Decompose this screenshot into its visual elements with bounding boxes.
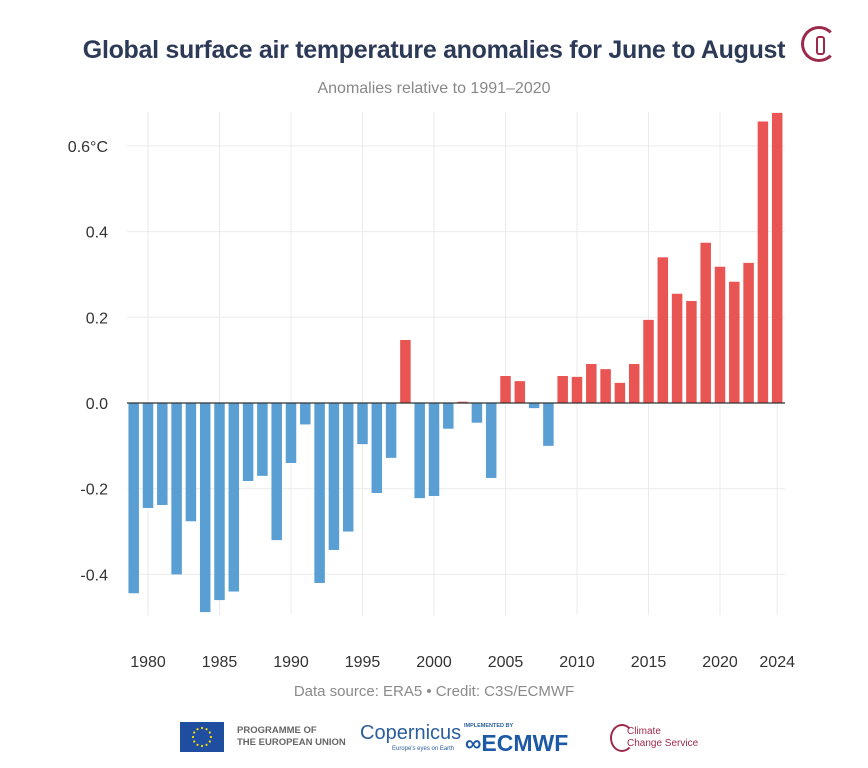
eu-star-icon: [200, 726, 204, 730]
bar-2021: [729, 281, 740, 403]
bar-2013: [614, 382, 626, 403]
bar-2018: [686, 301, 697, 403]
bar-1998: [400, 340, 411, 403]
x-tick-label: 2015: [631, 654, 667, 671]
bar-1994: [342, 403, 354, 532]
bar-1992: [314, 403, 325, 583]
ecmwf-text: ECMWF: [481, 730, 569, 756]
x-tick-label: 1990: [273, 654, 309, 671]
eu-star-icon: [205, 743, 208, 746]
bar-2003: [471, 403, 483, 423]
eu-programme-logo: PROGRAMME OF THE EUROPEAN UNION: [237, 725, 346, 749]
y-tick-label: 0.4: [86, 225, 108, 242]
axes: 0.6°C 0.4 0.2 0.0 -0.2 -0.4 1980 1985 1990 1995 20…: [68, 139, 795, 671]
bar-2006: [514, 381, 526, 403]
c3s-text-line1: Climate: [627, 726, 661, 737]
eu-text-line1: PROGRAMME OF: [237, 725, 317, 736]
bar-1990: [285, 403, 297, 463]
bar-2016: [657, 257, 669, 403]
bar-2010: [571, 376, 583, 403]
c3s-thermometer-logo-icon: [801, 26, 837, 62]
bar-2012: [600, 369, 611, 403]
bar-chart: 0.6°C 0.4 0.2 0.0 -0.2 -0.4 1980 1985 1990 1995 20…: [68, 112, 795, 671]
bar-1985: [214, 403, 225, 601]
x-tick-label: 2000: [416, 654, 452, 671]
bar-1999: [414, 403, 425, 499]
bar-2011: [586, 364, 597, 403]
c3s-text-line2: Change Service: [627, 738, 699, 749]
bar-1983: [185, 403, 197, 522]
copernicus-logo: Copernicus: [360, 722, 462, 744]
bar-1986: [228, 403, 240, 592]
eu-star-icon: [209, 735, 213, 739]
bar-2023: [757, 121, 769, 404]
bar-2022: [743, 262, 754, 403]
bar-1995: [357, 403, 368, 445]
ecmwf-logo: ∞ECMWF: [465, 730, 569, 756]
bar-2024: [771, 112, 783, 403]
bar-1980: [142, 403, 154, 508]
c3s-logo: Climate Change Service: [627, 726, 698, 750]
eu-flag-icon: [180, 722, 224, 752]
bar-2002: [457, 401, 468, 403]
bar-1991: [300, 403, 311, 425]
bar-2007: [528, 403, 540, 409]
c3s-logo-icon: [610, 724, 634, 752]
bar-1981: [157, 403, 168, 505]
bar-2005: [500, 376, 511, 403]
eu-star-icon: [205, 728, 208, 731]
y-tick-label: 0.2: [86, 310, 108, 327]
x-tick-label: 2020: [702, 654, 738, 671]
bar-2019: [700, 242, 711, 403]
eu-star-icon: [196, 728, 199, 731]
bar-1984: [199, 403, 211, 613]
bar-1989: [271, 403, 282, 541]
bar-2000: [428, 403, 440, 496]
y-tick-label: 0.6°C: [68, 139, 108, 156]
eu-star-icon: [196, 743, 199, 746]
bar-2017: [671, 293, 683, 403]
eu-text-line2: THE EUROPEAN UNION: [237, 737, 346, 748]
bar-2009: [557, 376, 568, 403]
chart-title: Global surface air temperature anomalies…: [82, 36, 786, 64]
x-tick-label: 1980: [130, 654, 166, 671]
copernicus-tagline: Europe's eyes on Earth: [392, 746, 455, 752]
data-credit: Data source: ERA5 • Credit: C3S/ECMWF: [293, 683, 575, 700]
y-tick-label: -0.4: [80, 567, 108, 584]
bar-2008: [543, 403, 554, 446]
bar-1987: [242, 403, 254, 481]
bar-1997: [385, 403, 397, 458]
bar-2001: [443, 403, 454, 429]
bar-1982: [171, 403, 182, 575]
eu-star-icon: [193, 740, 196, 743]
x-tick-label: 2010: [559, 654, 595, 671]
bars: [128, 112, 783, 613]
eu-star-icon: [208, 731, 211, 734]
y-tick-label: 0.0: [86, 396, 108, 413]
eu-star-icon: [191, 735, 195, 739]
x-tick-label: 2005: [488, 654, 524, 671]
logo-bar: PROGRAMME OF THE EUROPEAN UNION Copernic…: [180, 720, 720, 756]
x-tick-label: 1985: [202, 654, 238, 671]
eu-star-icon: [200, 744, 204, 748]
bar-2015: [643, 319, 654, 403]
bar-2020: [714, 266, 726, 403]
ecmwf-implemented-by: IMPLEMENTED BY: [464, 723, 514, 729]
bar-2004: [485, 403, 497, 478]
y-tick-label: -0.2: [80, 482, 108, 499]
bar-1993: [328, 403, 340, 550]
bar-1979: [128, 403, 139, 594]
chart-subtitle: Anomalies relative to 1991–2020: [317, 80, 551, 97]
bar-1988: [257, 403, 268, 476]
eu-star-icon: [208, 740, 211, 743]
x-tick-label: 2024: [759, 654, 795, 671]
bar-2014: [628, 364, 640, 403]
copernicus-text: opernicus: [374, 722, 462, 744]
x-tick-label: 1995: [345, 654, 381, 671]
eu-star-icon: [193, 731, 196, 734]
bar-1996: [371, 403, 383, 493]
